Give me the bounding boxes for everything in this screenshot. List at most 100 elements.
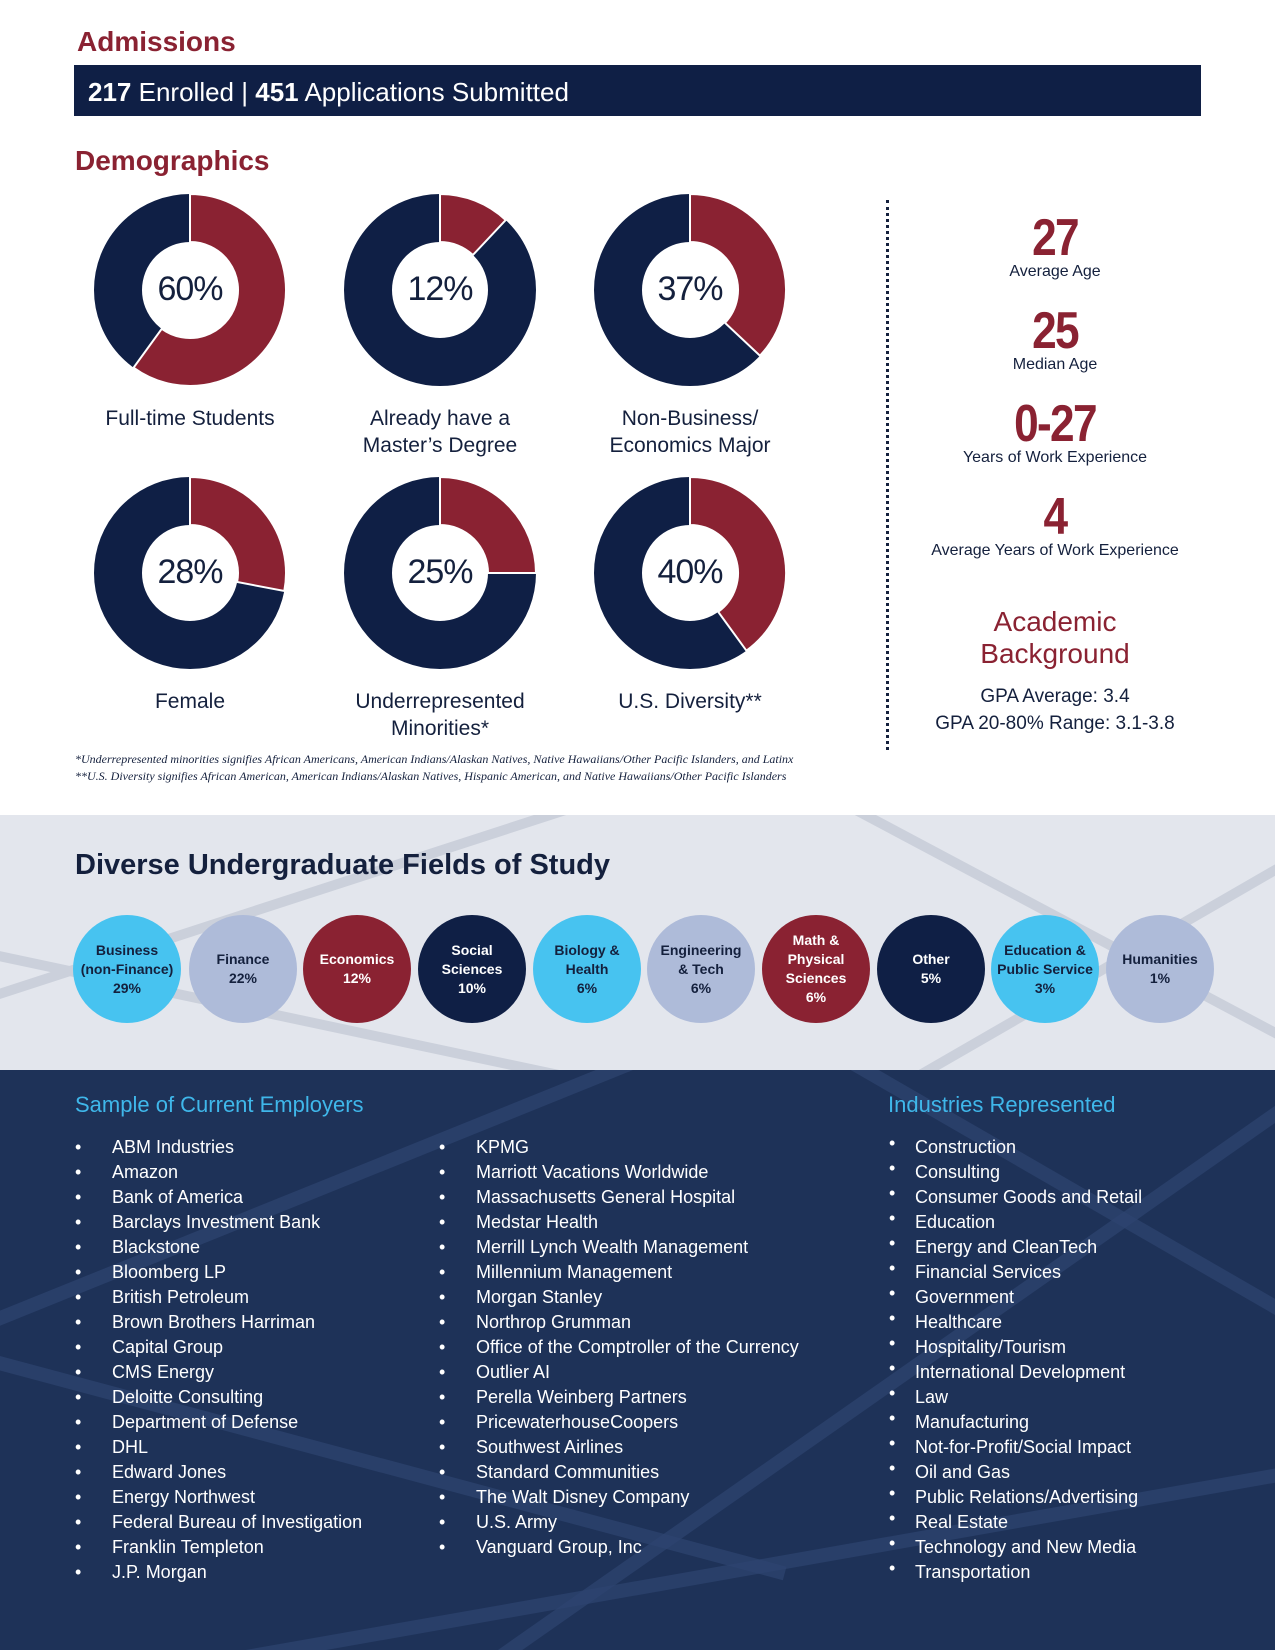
donut-value-segment [439,475,538,574]
list-item: Hospitality/Tourism [889,1331,1142,1360]
donut-label: Non-Business/ Economics Major [609,407,771,457]
stat-label: Median Age [1012,356,1098,373]
list-item: Brown Brothers Harriman [75,1310,362,1335]
list-item: Bank of America [75,1185,362,1210]
donut-percent: 60% [157,270,223,308]
list-item: CMS Energy [75,1360,362,1385]
donut-underrepresented-minorities: 25% Underrepresented Minorities* [340,473,600,753]
field-percent: 29% [112,979,142,996]
donut-label: Underrepresented Minorities* [355,690,525,740]
fields-of-study-section: Diverse Undergraduate Fields of Study Bu… [0,815,1275,1070]
field-name: Business (non-Finance) [80,941,174,977]
demographics-heading: Demographics [75,145,270,176]
list-item: Southwest Airlines [439,1435,799,1460]
applications-count: 451 [255,77,299,107]
donut-percent: 37% [657,270,723,308]
list-item: Financial Services [889,1256,1142,1285]
list-item: Medstar Health [439,1210,799,1235]
list-item: Education [889,1206,1142,1235]
field-name: Other [912,951,950,967]
list-item: Energy and CleanTech [889,1231,1142,1260]
admissions-summary-bar: 217 Enrolled | 451 Applications Submitte… [74,65,1201,116]
stat-average-work-experience: 4 Average Years of Work Experience [905,488,1205,560]
field-bubble: Business (non-Finance) 29% [73,915,181,1023]
gpa-range: GPA 20-80% Range: 3.1-3.8 [935,713,1175,734]
field-bubble: Humanities 1% [1106,915,1214,1023]
list-item: British Petroleum [75,1285,362,1310]
field-percent: 3% [1034,979,1056,996]
donut-value-segment [189,475,287,593]
list-item: ABM Industries [75,1135,362,1160]
field-bubble: Economics 12% [303,915,411,1023]
academic-heading-line1: Academic [993,606,1117,637]
field-bubble: Engineering & Tech 6% [647,915,755,1023]
field-name: Education & Public Service [997,941,1093,977]
field-bubble: Biology & Health 6% [533,915,641,1023]
list-item: Vanguard Group, Inc [439,1535,799,1560]
list-item: Consumer Goods and Retail [889,1181,1142,1210]
stat-median-age: 25 Median Age [905,302,1205,374]
field-percent: 22% [228,970,258,986]
field-bubble: Finance 22% [189,915,297,1023]
donut-label: Female [154,690,226,713]
enrolled-count: 217 [88,77,132,107]
list-item: Merrill Lynch Wealth Management [439,1235,799,1260]
donut-female: 28% Female [90,473,350,753]
footnote-underrepresented-minorities: *Underrepresented minorities signifies A… [75,752,794,766]
donut-chart [594,192,787,386]
field-bubble: Math & Physical Sciences 6% [762,915,870,1023]
list-item: Government [889,1281,1142,1310]
list-item: Healthcare [889,1306,1142,1335]
field-name: Social Sciences [441,941,503,977]
list-item: Technology and New Media [889,1531,1142,1560]
employers-list-column-1: ABM IndustriesAmazonBank of AmericaBarcl… [75,1135,362,1585]
donut-value-segment [132,192,287,387]
field-bubble: Education & Public Service 3% [991,915,1099,1023]
field-percent: 6% [690,979,712,996]
field-percent: 12% [342,970,372,986]
list-item: Blackstone [75,1235,362,1260]
donut-percent: 12% [407,270,473,308]
list-item: Federal Bureau of Investigation [75,1510,362,1535]
donut-percent: 25% [407,553,473,591]
field-percent: 1% [1149,970,1171,986]
donut-chart [594,475,787,669]
field-name: Economics [319,951,395,967]
list-item: Deloitte Consulting [75,1385,362,1410]
stat-value: 0-27 [1014,395,1097,453]
field-bubble: Social Sciences 10% [418,915,526,1023]
stat-work-experience-range: 0-27 Years of Work Experience [905,395,1205,467]
admissions-heading: Admissions [77,26,236,57]
field-percent: 5% [920,970,942,986]
stat-label: Years of Work Experience [962,449,1148,466]
donut-non-business-major: 37% Non-Business/ Economics Major [590,190,850,470]
list-item: Oil and Gas [889,1456,1142,1485]
list-item: Energy Northwest [75,1485,362,1510]
list-item: Outlier AI [439,1360,799,1385]
list-item: Construction [889,1131,1142,1160]
list-item: Public Relations/Advertising [889,1481,1142,1510]
list-item: Marriott Vacations Worldwide [439,1160,799,1185]
list-item: Barclays Investment Bank [75,1210,362,1235]
list-item: Transportation [889,1556,1142,1585]
list-item: Northrop Grumman [439,1310,799,1335]
field-percent: 10% [457,979,487,996]
stat-label: Average Age [1009,263,1101,280]
list-item: PricewaterhouseCoopers [439,1410,799,1435]
stat-value: 4 [1043,488,1069,546]
list-item: Law [889,1381,1142,1410]
list-item: The Walt Disney Company [439,1485,799,1510]
list-item: J.P. Morgan [75,1560,362,1585]
academic-background-heading: Academic Background [905,606,1205,670]
stat-value: 25 [1032,302,1079,360]
stat-average-age: 27 Average Age [905,212,1205,281]
list-item: Standard Communities [439,1460,799,1485]
donut-label: Already have a Master’s Degree [362,407,518,457]
donut-chart [94,192,287,387]
list-item: Morgan Stanley [439,1285,799,1310]
industries-heading: Industries Represented [888,1092,1116,1117]
list-item: Capital Group [75,1335,362,1360]
field-name: Finance [216,951,270,967]
field-name: Humanities [1122,951,1198,967]
list-item: International Development [889,1356,1142,1385]
